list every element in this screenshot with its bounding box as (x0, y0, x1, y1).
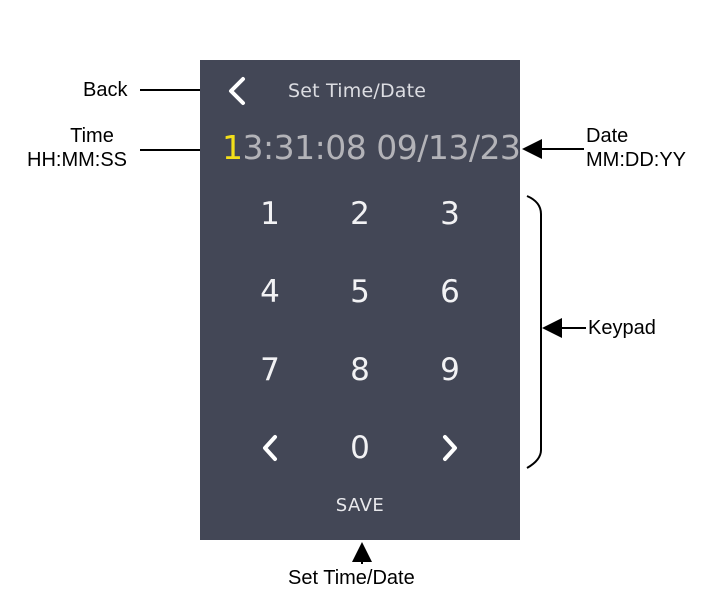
chevron-left-icon (263, 435, 277, 461)
save-button[interactable]: SAVE (335, 494, 385, 516)
time-cursor-digit: 1 (222, 128, 243, 167)
callout-date: Date MM:DD:YY (586, 124, 686, 172)
back-button[interactable] (220, 74, 254, 108)
screen-title: Set Time/Date (288, 80, 427, 102)
set-time-date-screen: Set Time/Date 13:31:08 09/13/23 1 2 3 4 … (200, 60, 522, 540)
callout-time: Time HH:MM:SS (18, 124, 136, 172)
key-4[interactable]: 4 (260, 274, 280, 310)
date-value: 09/13/23 (376, 128, 521, 167)
callout-time-format: HH:MM:SS (27, 149, 127, 171)
key-2[interactable]: 2 (350, 196, 370, 232)
callout-set-time-date: Set Time/Date (288, 567, 415, 589)
callout-time-title: Time (70, 125, 114, 147)
callout-date-title: Date (586, 125, 629, 147)
callout-keypad: Keypad (588, 317, 656, 339)
chevron-right-icon (443, 435, 457, 461)
callout-back: Back (83, 79, 128, 101)
key-5[interactable]: 5 (350, 274, 370, 310)
cursor-right-key[interactable] (415, 420, 485, 476)
callout-date-format: MM:DD:YY (586, 149, 686, 171)
key-7[interactable]: 7 (260, 352, 280, 388)
key-0[interactable]: 0 (350, 430, 370, 466)
key-8[interactable]: 8 (350, 352, 370, 388)
time-date-readout[interactable]: 13:31:08 09/13/23 (222, 128, 522, 167)
key-1[interactable]: 1 (260, 196, 280, 232)
key-9[interactable]: 9 (440, 352, 460, 388)
key-6[interactable]: 6 (440, 274, 460, 310)
key-3[interactable]: 3 (440, 196, 460, 232)
cursor-left-key[interactable] (235, 420, 305, 476)
time-value: 3:31:08 (242, 128, 367, 167)
chevron-left-icon (229, 77, 245, 105)
keypad-bracket (526, 195, 542, 469)
